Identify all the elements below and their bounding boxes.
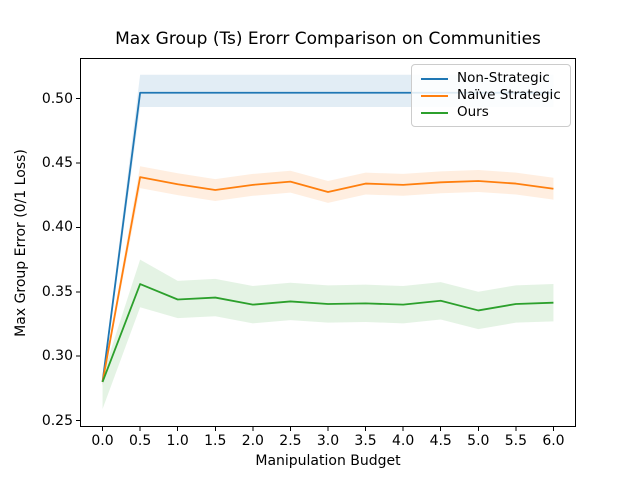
y-axis-label: Max Group Error (0/1 Loss) — [13, 149, 29, 337]
x-tick-label: 3.5 — [354, 433, 377, 449]
x-tick-label: 0.5 — [128, 433, 152, 449]
y-tick-label: 0.35 — [41, 283, 73, 300]
y-tick-label: 0.30 — [41, 348, 73, 365]
legend: Non-Strategic Naïve Strategic Ours — [411, 64, 571, 127]
legend-line-swatch-naive-strategic — [421, 94, 448, 97]
legend-line-swatch-ours — [421, 111, 448, 114]
legend-item-non-strategic: Non-Strategic — [421, 70, 561, 87]
legend-label-non-strategic: Non-Strategic — [457, 70, 550, 86]
x-tick-label: 2.0 — [241, 433, 264, 449]
y-tick-label: 0.25 — [41, 412, 73, 429]
chart-title: Max Group (Ts) Erorr Comparison on Commu… — [115, 29, 541, 49]
x-tick-label: 0.0 — [91, 433, 114, 449]
legend-item-naive-strategic: Naïve Strategic — [421, 87, 561, 104]
x-axis-label: Manipulation Budget — [255, 453, 401, 469]
x-tick-label: 1.5 — [204, 433, 227, 449]
x-tick-label: 3.0 — [316, 433, 340, 449]
x-tick-label: 6.0 — [542, 433, 565, 449]
legend-item-ours: Ours — [421, 104, 561, 121]
y-tick-label: 0.40 — [41, 219, 73, 236]
x-tick-label: 4.0 — [392, 433, 415, 449]
legend-label-naive-strategic: Naïve Strategic — [457, 87, 561, 103]
x-tick-label: 5.0 — [467, 433, 490, 449]
x-tick-label: 2.5 — [279, 433, 302, 449]
legend-label-ours: Ours — [457, 104, 489, 120]
x-tick-label: 1.0 — [166, 433, 189, 449]
x-tick-label: 4.5 — [429, 433, 452, 449]
y-tick-label: 0.50 — [41, 90, 73, 107]
legend-line-swatch-non-strategic — [421, 77, 448, 80]
y-tick-label: 0.45 — [41, 154, 73, 171]
x-tick-label: 5.5 — [504, 433, 527, 449]
